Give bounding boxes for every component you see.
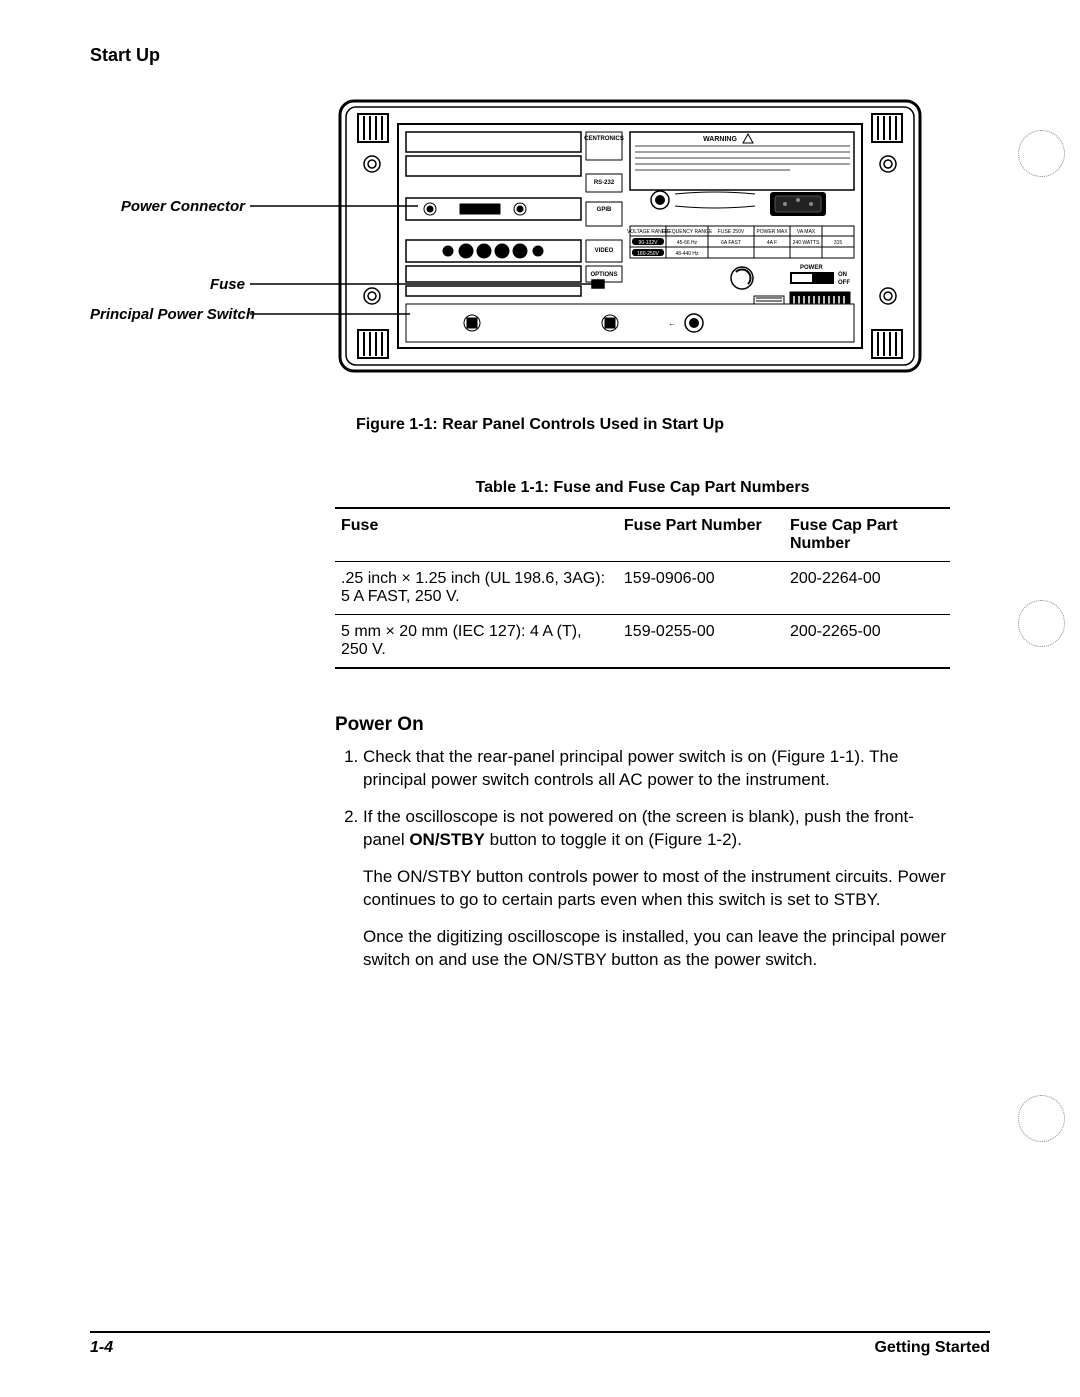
svg-text:VIDEO: VIDEO [595, 248, 614, 254]
page-header: Start Up [90, 45, 990, 66]
svg-text:ON: ON [838, 272, 847, 278]
svg-text:FREQUENCY RANGE: FREQUENCY RANGE [662, 229, 713, 235]
callout-power-connector: Power Connector [90, 198, 245, 215]
svg-text:POWER: POWER [800, 265, 823, 271]
power-on-steps: Check that the rear-panel principal powe… [335, 746, 950, 972]
svg-text:240 WATTS: 240 WATTS [793, 240, 820, 246]
col-fuse-part-number: Fuse Part Number [618, 508, 784, 562]
table-caption: Table 1-1: Fuse and Fuse Cap Part Number… [335, 479, 950, 497]
col-fuse-cap-part-number: Fuse Cap Part Number [784, 508, 950, 562]
svg-text:45-66 Hz: 45-66 Hz [677, 240, 698, 246]
rear-panel-diagram: CENTRONICS RS-232 GPIB VIDEO OPTIONS WAR… [150, 96, 930, 386]
step-paragraph: The ON/STBY button controls power to mos… [363, 866, 950, 912]
svg-text:CENTRONICS: CENTRONICS [584, 136, 624, 142]
svg-text:48-440 Hz: 48-440 Hz [675, 251, 699, 257]
punch-hole-icon [1018, 600, 1065, 647]
table-header-row: Fuse Fuse Part Number Fuse Cap Part Numb… [335, 508, 950, 562]
svg-text:OPTIONS: OPTIONS [590, 272, 617, 278]
svg-text:6A FAST: 6A FAST [721, 240, 741, 246]
list-item: Check that the rear-panel principal powe… [363, 746, 950, 792]
figure-rear-panel: Power Connector Fuse Principal Power Swi… [150, 96, 990, 386]
svg-text:FUSE 250V: FUSE 250V [718, 229, 745, 235]
svg-text:POWER MAX: POWER MAX [756, 229, 788, 235]
svg-text:RS-232: RS-232 [594, 180, 615, 186]
svg-text:315: 315 [834, 240, 843, 246]
svg-text:90-132V: 90-132V [639, 240, 659, 246]
table-row: .25 inch × 1.25 inch (UL 198.6, 3AG): 5 … [335, 562, 950, 615]
callout-fuse: Fuse [90, 276, 245, 293]
list-item: If the oscilloscope is not powered on (t… [363, 806, 950, 972]
section-heading-power-on: Power On [335, 714, 950, 736]
svg-text:180-250V: 180-250V [637, 251, 659, 257]
step-paragraph: Once the digitizing oscilloscope is inst… [363, 926, 950, 972]
parts-table: Fuse Fuse Part Number Fuse Cap Part Numb… [335, 507, 950, 669]
table-row: 5 mm × 20 mm (IEC 127): 4 A (T), 250 V. … [335, 615, 950, 669]
svg-text:←: ← [668, 319, 676, 328]
callout-principal-power-switch: Principal Power Switch [90, 306, 245, 323]
col-fuse: Fuse [335, 508, 618, 562]
footer-section-title: Getting Started [874, 1339, 990, 1357]
svg-text:4A F: 4A F [767, 240, 777, 246]
punch-hole-icon [1018, 130, 1065, 177]
svg-text:OFF: OFF [838, 280, 850, 286]
svg-text:GPIB: GPIB [597, 207, 612, 213]
svg-text:VA MAX: VA MAX [797, 229, 816, 235]
page-number: 1-4 [90, 1339, 113, 1357]
punch-hole-icon [1018, 1095, 1065, 1142]
svg-text:WARNING: WARNING [703, 136, 737, 143]
page-footer: 1-4 Getting Started [90, 1331, 990, 1357]
figure-caption: Figure 1-1: Rear Panel Controls Used in … [90, 416, 990, 434]
